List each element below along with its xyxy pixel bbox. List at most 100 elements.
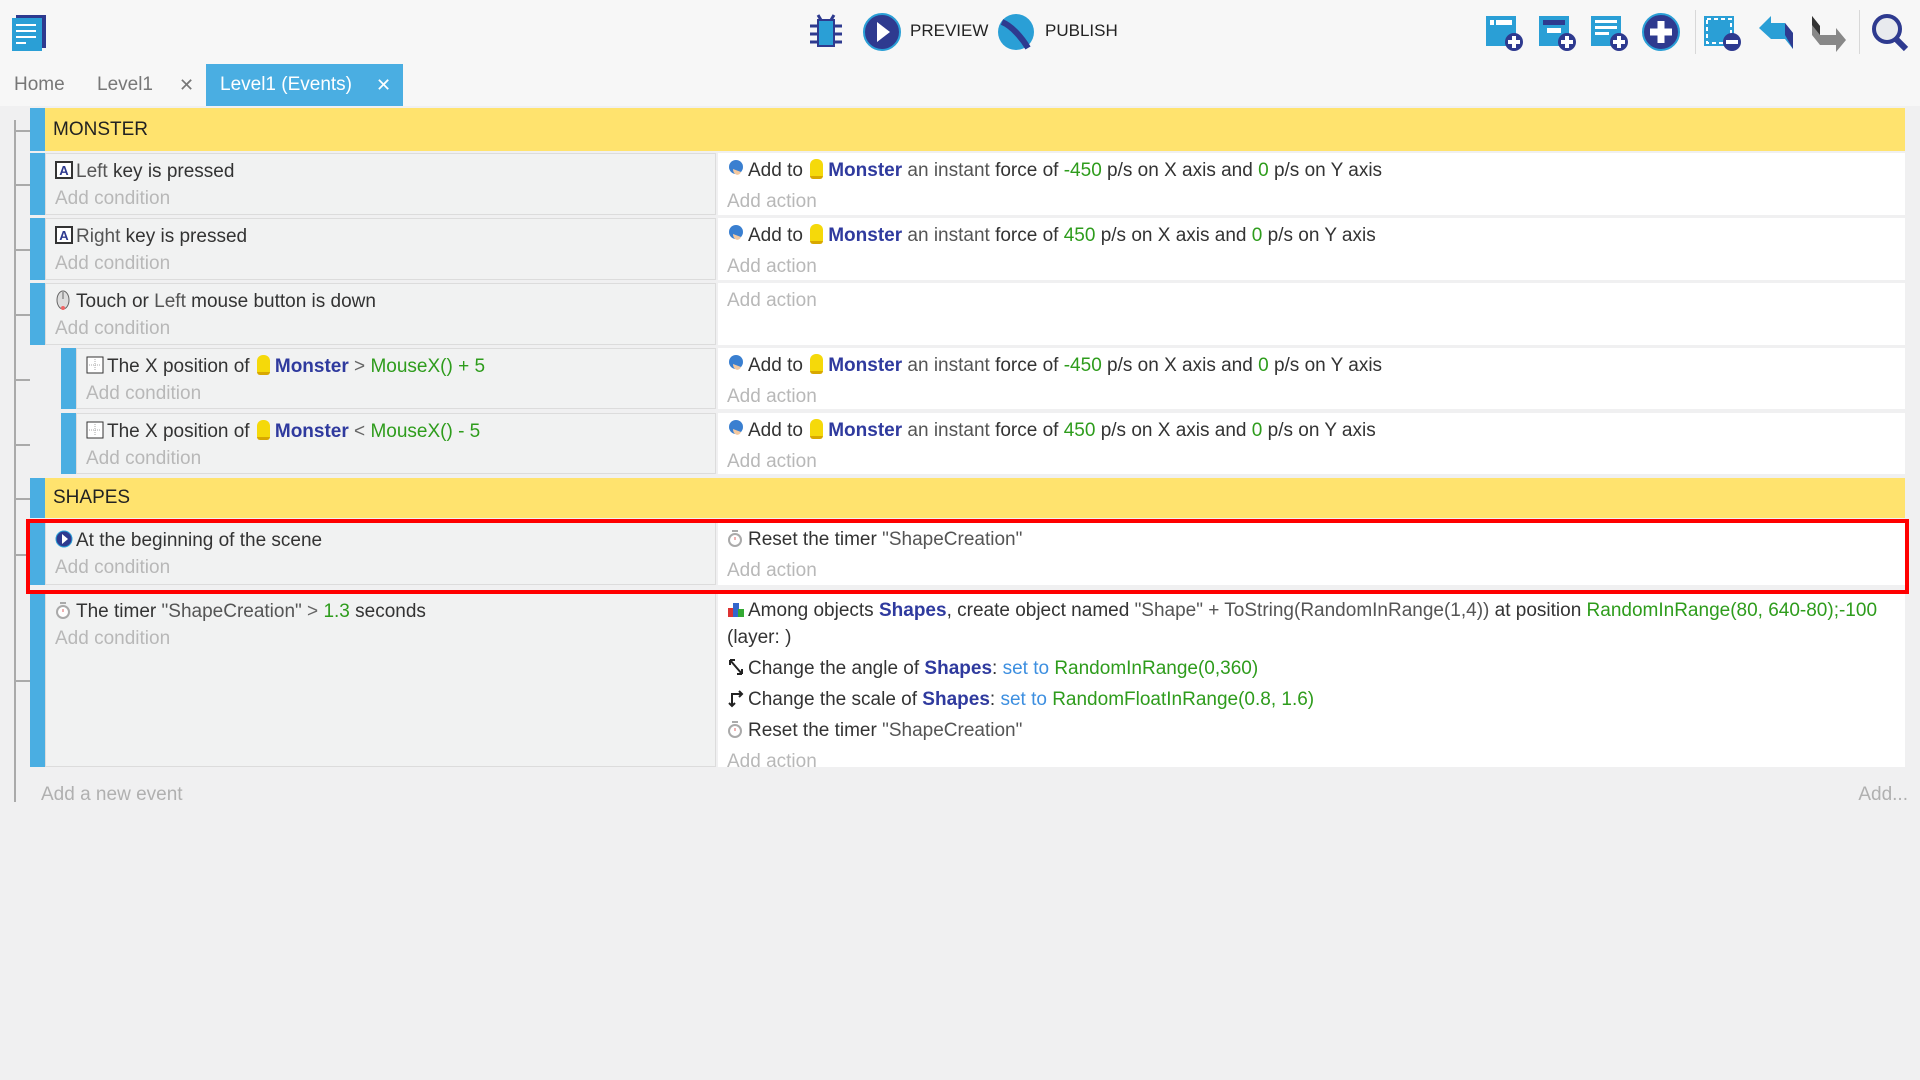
value-expression[interactable]: 450 xyxy=(1063,420,1096,441)
value-expression[interactable]: MouseX() - 5 xyxy=(370,421,481,442)
conditions-column[interactable]: The X position of Monster < MouseX() - 5… xyxy=(76,413,716,474)
value-expression[interactable]: 0 xyxy=(1251,225,1263,246)
debugger-icon[interactable] xyxy=(806,12,846,52)
action[interactable]: Add to Monster an instant force of 450 p… xyxy=(727,222,1905,249)
actions-column[interactable]: Among objects Shapes, create object name… xyxy=(718,593,1905,772)
add-event-icon[interactable] xyxy=(1484,12,1524,52)
add-condition-button[interactable]: Add condition xyxy=(55,557,171,578)
actions-column[interactable]: Add action xyxy=(718,283,1905,345)
preview-button[interactable]: PREVIEW xyxy=(910,21,989,40)
conditions-column[interactable]: The timer "ShapeCreation" > 1.3 seconds A… xyxy=(45,593,716,767)
preview-play-icon[interactable] xyxy=(862,12,902,52)
object-name[interactable]: Monster xyxy=(828,420,903,441)
object-name[interactable]: Monster xyxy=(274,356,349,377)
object-name[interactable]: Monster xyxy=(828,355,903,376)
close-icon[interactable]: ✕ xyxy=(376,75,392,95)
action[interactable]: Add to Monster an instant force of 450 p… xyxy=(727,417,1905,444)
actions-column[interactable]: Add to Monster an instant force of 450 p… xyxy=(718,218,1905,280)
add-comment-icon[interactable] xyxy=(1589,12,1629,52)
condition[interactable]: The X position of Monster < MouseX() - 5 xyxy=(86,418,715,445)
condition[interactable]: At the beginning of the scene xyxy=(55,527,715,554)
search-icon[interactable] xyxy=(1870,12,1910,52)
value-expression[interactable]: 0 xyxy=(1258,355,1269,376)
event-group[interactable]: SHAPES xyxy=(30,478,1905,518)
add-condition-button[interactable]: Add condition xyxy=(55,628,171,649)
event-row[interactable]: The X position of Monster > MouseX() + 5… xyxy=(61,348,1905,409)
undo-icon[interactable] xyxy=(1757,12,1797,52)
event-group[interactable]: MONSTER xyxy=(30,108,1905,151)
value-expression[interactable]: MouseX() + 5 xyxy=(370,356,486,377)
action[interactable]: Reset the timer "ShapeCreation" xyxy=(727,717,1905,744)
publish-button[interactable]: PUBLISH xyxy=(1045,21,1118,40)
conditions-column[interactable]: A Left key is pressed Add condition xyxy=(45,153,716,215)
event-row-selected[interactable]: At the beginning of the scene Add conditi… xyxy=(30,522,1905,585)
event-row[interactable]: Touch or Left mouse button is down Add co… xyxy=(30,283,1905,345)
tab-level1-events[interactable]: Level1 (Events) ✕ xyxy=(206,64,403,106)
conditions-column[interactable]: Touch or Left mouse button is down Add co… xyxy=(45,283,716,345)
add-condition-button[interactable]: Add condition xyxy=(55,318,171,339)
action[interactable]: Add to Monster an instant force of -450 … xyxy=(727,157,1905,184)
redo-icon[interactable] xyxy=(1808,12,1848,52)
add-action-button[interactable]: Add action xyxy=(727,256,817,277)
event-row[interactable]: A Right key is pressed Add condition Add to… xyxy=(30,218,1905,280)
add-other-icon[interactable] xyxy=(1641,12,1681,52)
add-condition-button[interactable]: Add condition xyxy=(86,448,202,469)
actions-column[interactable]: Reset the timer "ShapeCreation" Add actio… xyxy=(718,522,1905,585)
object-name[interactable]: Shapes xyxy=(924,658,993,679)
object-name[interactable]: Monster xyxy=(828,225,903,246)
tab-level1[interactable]: Level1 ✕ xyxy=(83,64,206,106)
value-expression[interactable]: 450 xyxy=(1063,225,1096,246)
add-action-button[interactable]: Add action xyxy=(727,560,817,581)
object-name[interactable]: Shapes xyxy=(922,689,990,710)
publish-globe-icon[interactable] xyxy=(996,12,1036,52)
delete-icon[interactable] xyxy=(1702,12,1742,52)
add-action-button[interactable]: Add action xyxy=(727,386,817,407)
object-name[interactable]: Monster xyxy=(828,160,903,181)
group-title[interactable]: SHAPES xyxy=(45,478,1905,518)
value-expression[interactable]: RandomInRange(0,360) xyxy=(1054,658,1259,679)
condition[interactable]: The timer "ShapeCreation" > 1.3 seconds xyxy=(55,598,715,625)
add-subevent-icon[interactable] xyxy=(1537,12,1577,52)
action[interactable]: Change the angle of Shapes: set to Rando… xyxy=(727,655,1905,682)
add-condition-button[interactable]: Add condition xyxy=(55,253,171,274)
actions-column[interactable]: Add to Monster an instant force of 450 p… xyxy=(718,413,1905,474)
value-expression[interactable]: 0 xyxy=(1251,420,1263,441)
add-action-button[interactable]: Add action xyxy=(727,751,817,772)
action[interactable]: Add to Monster an instant force of -450 … xyxy=(727,352,1905,379)
add-menu-button[interactable]: Add... xyxy=(1858,784,1908,805)
value-expression[interactable]: -450 xyxy=(1063,355,1102,376)
add-condition-button[interactable]: Add condition xyxy=(55,188,171,209)
value-expression[interactable]: 0 xyxy=(1258,160,1269,181)
condition[interactable]: Touch or Left mouse button is down xyxy=(55,288,715,315)
value-expression[interactable]: 1.3 xyxy=(323,601,350,622)
events-logo-icon[interactable] xyxy=(10,12,50,52)
actions-column[interactable]: Add to Monster an instant force of -450 … xyxy=(718,348,1905,409)
add-action-button[interactable]: Add action xyxy=(727,451,817,472)
value-expression[interactable]: RandomFloatInRange(0.8, 1.6) xyxy=(1052,689,1315,710)
add-action-button[interactable]: Add action xyxy=(727,191,817,212)
add-new-event-button[interactable]: Add a new event xyxy=(41,784,183,805)
value-expression[interactable]: RandomInRange(80, 640-80);-100 xyxy=(1586,600,1878,621)
conditions-column[interactable]: At the beginning of the scene Add conditi… xyxy=(45,522,716,585)
add-action-button[interactable]: Add action xyxy=(727,290,817,311)
object-name[interactable]: Monster xyxy=(274,421,349,442)
group-title[interactable]: MONSTER xyxy=(45,108,1905,151)
condition[interactable]: A Right key is pressed xyxy=(55,223,715,250)
action[interactable]: Change the scale of Shapes: set to Rando… xyxy=(727,686,1905,713)
text-segment: Left xyxy=(154,291,186,312)
conditions-column[interactable]: A Right key is pressed Add condition xyxy=(45,218,716,280)
action[interactable]: Reset the timer "ShapeCreation" xyxy=(727,526,1905,553)
close-icon[interactable]: ✕ xyxy=(179,75,195,95)
tab-home[interactable]: Home xyxy=(0,64,83,106)
condition[interactable]: The X position of Monster > MouseX() + 5 xyxy=(86,353,715,380)
action[interactable]: Among objects Shapes, create object name… xyxy=(727,597,1905,651)
add-condition-button[interactable]: Add condition xyxy=(86,383,202,404)
event-row[interactable]: A Left key is pressed Add condition Add to … xyxy=(30,153,1905,215)
actions-column[interactable]: Add to Monster an instant force of -450 … xyxy=(718,153,1905,215)
condition[interactable]: A Left key is pressed xyxy=(55,158,715,185)
event-row[interactable]: The X position of Monster < MouseX() - 5… xyxy=(61,413,1905,474)
object-name[interactable]: Shapes xyxy=(878,600,947,621)
value-expression[interactable]: -450 xyxy=(1063,160,1102,181)
conditions-column[interactable]: The X position of Monster > MouseX() + 5… xyxy=(76,348,716,409)
event-row[interactable]: The timer "ShapeCreation" > 1.3 seconds A… xyxy=(30,593,1905,772)
